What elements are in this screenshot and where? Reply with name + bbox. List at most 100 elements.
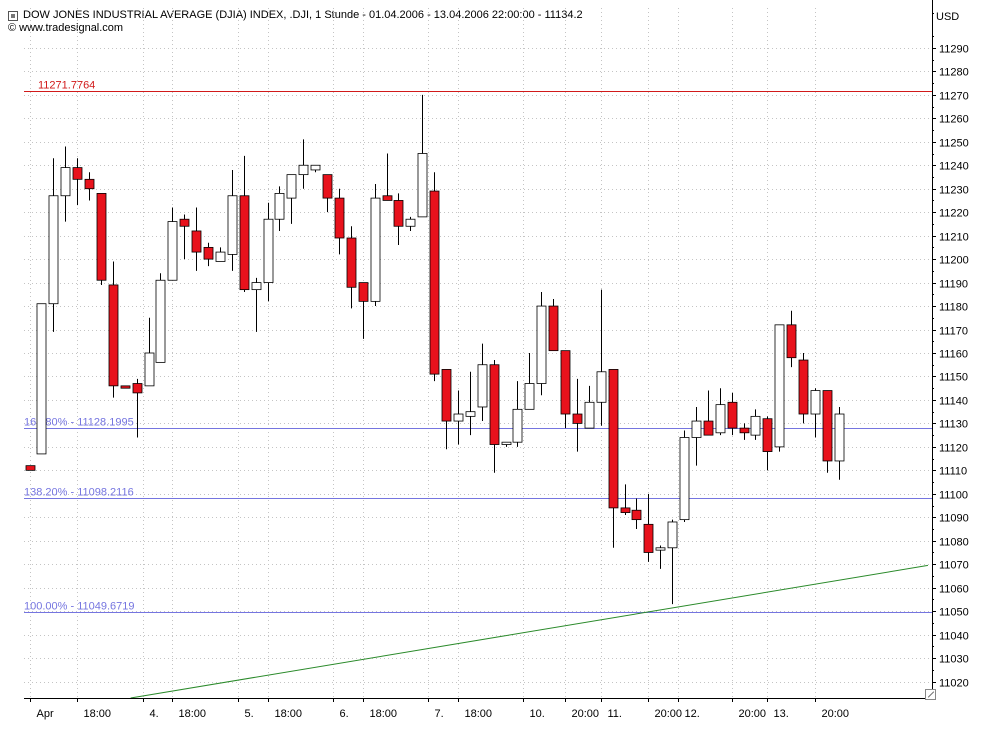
x-tick-label: 18:00 bbox=[84, 708, 112, 720]
candle bbox=[405, 216, 416, 231]
candle bbox=[750, 409, 761, 440]
candle bbox=[239, 155, 250, 292]
candle-body-down bbox=[703, 420, 714, 436]
candle-body-up bbox=[274, 193, 285, 220]
candle bbox=[310, 164, 321, 173]
level-layer: 11271.7764 161.80% - 11128.1995 138.20% - … bbox=[24, 80, 932, 613]
y-tick-label: 11180 bbox=[939, 302, 968, 314]
y-tick-label: 11170 bbox=[939, 326, 968, 338]
candle bbox=[739, 423, 750, 440]
candle bbox=[334, 188, 345, 255]
candle bbox=[584, 385, 595, 429]
y-tick-label: 11210 bbox=[939, 232, 969, 244]
candle-layer bbox=[25, 94, 845, 605]
y-tick-label: 11130 bbox=[939, 419, 968, 431]
level-label: 138.20% - 11098.2116 bbox=[24, 487, 134, 499]
candle-body-down bbox=[382, 195, 393, 201]
copyright-text: © www.tradesignal.com bbox=[8, 22, 124, 34]
candle bbox=[679, 430, 690, 522]
candle bbox=[96, 193, 107, 285]
candle-body-up bbox=[417, 153, 428, 218]
candle bbox=[548, 299, 559, 352]
candle-body-down bbox=[72, 167, 83, 180]
candle bbox=[358, 282, 369, 339]
candle bbox=[84, 172, 95, 201]
candle-body-down bbox=[560, 350, 571, 415]
candle bbox=[36, 303, 47, 455]
trendline-layer bbox=[130, 564, 929, 699]
candle-body-down bbox=[120, 385, 131, 389]
candle bbox=[393, 193, 404, 246]
chart-header: DOW JONES INDUSTRIAL AVERAGE (DJIA) INDE… bbox=[8, 9, 583, 35]
candle-body-down bbox=[358, 282, 369, 302]
y-tick-label: 11080 bbox=[939, 537, 969, 549]
candle bbox=[762, 416, 773, 471]
candle-body-down bbox=[572, 413, 583, 424]
candle bbox=[298, 139, 309, 189]
candle-body-down bbox=[96, 193, 107, 281]
candle bbox=[703, 390, 714, 436]
candle-body-up bbox=[596, 371, 607, 403]
candle bbox=[524, 353, 535, 410]
x-tick-label: 10. bbox=[530, 708, 545, 720]
y-tick-label: 11230 bbox=[939, 185, 969, 197]
candle bbox=[48, 158, 59, 332]
candle-body-down bbox=[84, 178, 95, 190]
candle-body-up bbox=[501, 441, 512, 445]
candle-body-up bbox=[263, 218, 274, 283]
chart-title: DOW JONES INDUSTRIAL AVERAGE (DJIA) INDE… bbox=[23, 9, 583, 21]
y-tick-label: 11090 bbox=[939, 513, 969, 525]
candle-body-up bbox=[251, 282, 262, 291]
candle-body-up bbox=[144, 352, 155, 387]
candle bbox=[191, 207, 202, 271]
candle-body-up bbox=[524, 383, 535, 410]
candle-body-down bbox=[25, 465, 36, 471]
y-tick-label: 11240 bbox=[939, 161, 969, 173]
x-tick-label: 13. bbox=[774, 708, 789, 720]
candle bbox=[429, 172, 440, 382]
candle-body-up bbox=[227, 195, 238, 255]
candle-body-down bbox=[441, 369, 452, 422]
candle bbox=[465, 371, 476, 436]
box-icon[interactable] bbox=[8, 10, 18, 21]
x-tick-label: 18:00 bbox=[370, 708, 398, 720]
candle bbox=[798, 353, 809, 424]
candle-body-up bbox=[810, 390, 821, 415]
candle bbox=[108, 261, 119, 398]
candle-body-down bbox=[191, 230, 202, 253]
candle bbox=[179, 214, 190, 260]
candle bbox=[263, 202, 274, 302]
x-tick-label: 20:00 bbox=[572, 708, 600, 720]
candle bbox=[382, 153, 393, 201]
candle bbox=[417, 94, 428, 218]
y-tick-label: 11190 bbox=[939, 279, 968, 291]
x-tick-label: 4. bbox=[150, 708, 159, 720]
y-tick-label: 11270 bbox=[939, 91, 969, 103]
x-tick-label: 5. bbox=[245, 708, 254, 720]
candle-body-up bbox=[750, 415, 761, 436]
candle-body-up bbox=[655, 547, 666, 551]
x-tick-label: 11. bbox=[608, 708, 622, 720]
candle-body-up bbox=[310, 164, 321, 171]
candle-body-up bbox=[48, 195, 59, 305]
candle-body-down bbox=[334, 197, 345, 239]
candle-body-up bbox=[774, 324, 785, 448]
candle-body-down bbox=[739, 427, 750, 434]
candle-body-up bbox=[298, 164, 309, 176]
candle-body-down bbox=[822, 390, 833, 462]
level-label: 11271.7764 bbox=[38, 80, 95, 92]
x-tick-label: 6. bbox=[340, 708, 349, 720]
candle bbox=[120, 385, 131, 389]
x-tick-label: 12. bbox=[685, 708, 700, 720]
y-tick-label: 11110 bbox=[939, 466, 967, 478]
level-label: 100.00% - 11049.6719 bbox=[24, 601, 135, 613]
resize-icon[interactable] bbox=[925, 689, 936, 700]
candle-body-up bbox=[512, 408, 523, 443]
candle bbox=[572, 378, 583, 452]
y-tick-label: 11220 bbox=[939, 208, 969, 220]
level-label: 161.80% - 11128.1995 bbox=[24, 417, 134, 429]
axis-layer: 11020 11030 11040 11050 11060 11070 11080 11090… bbox=[24, 0, 969, 720]
candle bbox=[512, 381, 523, 447]
x-tick-label: 18:00 bbox=[179, 708, 207, 720]
